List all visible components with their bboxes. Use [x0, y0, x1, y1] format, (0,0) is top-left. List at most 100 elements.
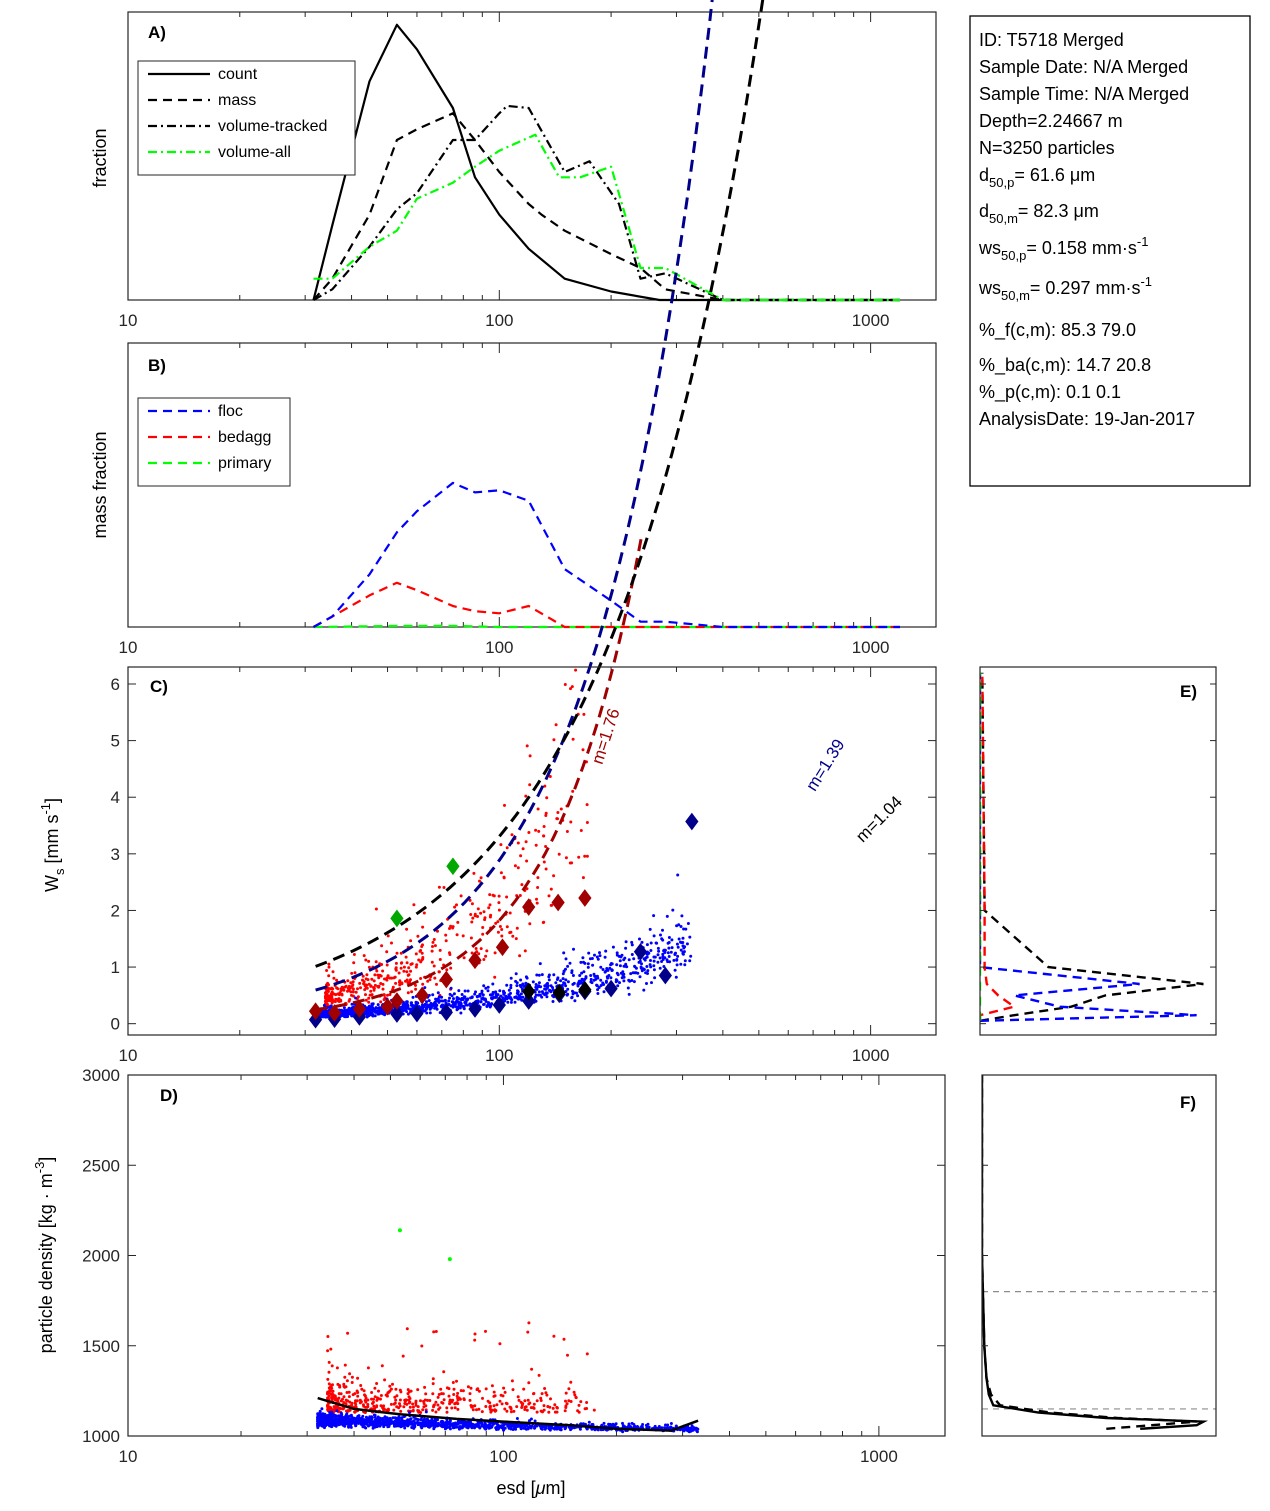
data-point-bedagg [453, 1406, 457, 1410]
data-point-floc [416, 1420, 419, 1424]
data-point-floc [566, 980, 570, 984]
data-point-floc [362, 1422, 366, 1426]
data-point-floc [391, 1416, 395, 1420]
data-point-floc [604, 980, 608, 984]
data-point-floc [492, 996, 496, 1000]
data-point-floc [377, 1012, 381, 1015]
data-point-bedagg [527, 1381, 531, 1385]
data-point-bedagg [330, 1386, 334, 1390]
data-point-bedagg [419, 1411, 423, 1414]
data-point-floc [364, 1012, 368, 1016]
data-point-bedagg [582, 712, 586, 716]
data-point-bedagg [481, 1396, 484, 1400]
data-point-bedagg [445, 1406, 449, 1410]
data-point-floc [435, 999, 439, 1003]
data-point-floc [517, 994, 521, 998]
data-point-bedagg [498, 1342, 502, 1346]
data-point-floc [350, 1013, 354, 1017]
legend-label-floc: floc [218, 403, 243, 420]
data-point-bedagg [372, 979, 376, 983]
data-point-bedagg [556, 817, 559, 821]
data-point-floc [473, 992, 477, 996]
data-point-floc [593, 953, 596, 957]
data-point-bedagg [324, 995, 328, 999]
data-point-bedagg [473, 1338, 477, 1342]
data-point-bedagg [437, 970, 441, 974]
data-point-floc [373, 1014, 377, 1018]
data-point-floc [416, 1418, 420, 1422]
data-point-floc [616, 984, 620, 988]
data-point-bedagg [455, 903, 458, 907]
data-point-bedagg [431, 1377, 435, 1381]
data-point-floc [505, 1422, 508, 1426]
data-point-bedagg [345, 1399, 349, 1403]
data-point-floc [495, 1428, 498, 1431]
data-point-bedagg [490, 1384, 494, 1388]
data-point-floc [599, 965, 603, 969]
data-point-floc [560, 983, 564, 987]
data-point-bedagg [488, 1404, 492, 1408]
data-point-bedagg [505, 846, 509, 850]
data-point-bedagg [477, 1389, 481, 1393]
data-point-bedagg [569, 687, 572, 691]
data-point-floc [672, 958, 676, 962]
y-tick-label: 2 [111, 901, 120, 920]
data-point-bedagg [382, 1404, 386, 1408]
data-point-floc [431, 1422, 435, 1426]
data-point-bedagg [527, 1402, 531, 1406]
data-point-bedagg [363, 1411, 367, 1414]
info-line: d50,p= 61.6 μm [979, 165, 1095, 190]
data-point-bedagg [436, 1395, 440, 1399]
data-point-bedagg [351, 987, 355, 991]
data-point-bedagg [432, 1403, 436, 1407]
data-point-floc [409, 1001, 413, 1005]
data-point-bedagg [364, 1405, 368, 1409]
data-point-floc [451, 1000, 455, 1004]
data-point-floc [566, 992, 570, 996]
data-point-floc [670, 938, 674, 942]
data-point-bedagg [585, 821, 589, 824]
data-point-bedagg [335, 1366, 339, 1370]
data-point-floc [431, 993, 435, 997]
data-point-floc [661, 928, 664, 932]
data-point-floc [329, 1412, 333, 1416]
data-point-floc [499, 1424, 503, 1428]
data-point-floc [557, 1425, 561, 1429]
data-point-floc [571, 989, 574, 993]
data-point-floc [630, 979, 634, 982]
data-point-bedagg [358, 981, 362, 985]
data-point-floc [683, 959, 687, 963]
data-point-bedagg [338, 1384, 341, 1387]
data-point-bedagg [502, 1386, 506, 1390]
data-point-bedagg [494, 921, 498, 925]
data-point-bedagg [526, 1398, 530, 1402]
data-point-floc [335, 1409, 339, 1413]
data-point-floc [337, 1415, 341, 1419]
y-tick-label: 1500 [82, 1337, 120, 1356]
data-point-floc [477, 1425, 481, 1429]
data-point-floc [449, 986, 453, 990]
data-point-bedagg [334, 997, 338, 1001]
data-point-floc [590, 981, 594, 985]
data-point-bedagg [400, 982, 404, 986]
bin-marker-bedagg [468, 951, 482, 970]
data-point-floc [587, 1420, 591, 1424]
data-point-floc [430, 1003, 434, 1006]
data-point-floc [582, 960, 585, 964]
data-point-floc [423, 1420, 427, 1424]
data-point-floc [652, 934, 656, 938]
data-point-bedagg [431, 1392, 435, 1396]
axes-frame [127, 1074, 946, 1437]
bin-marker-floc [685, 812, 699, 831]
data-point-bedagg [352, 994, 355, 998]
data-point-floc [486, 985, 490, 989]
data-point-bedagg [567, 1399, 571, 1403]
data-point-floc [371, 1002, 375, 1006]
data-point-bedagg [505, 1409, 509, 1413]
data-point-floc [595, 983, 599, 987]
data-point-bedagg [509, 1406, 513, 1410]
data-point-floc [362, 1418, 366, 1422]
data-point-bedagg [356, 1391, 360, 1394]
data-point-bedagg [343, 985, 347, 989]
data-point-floc [514, 1427, 518, 1431]
